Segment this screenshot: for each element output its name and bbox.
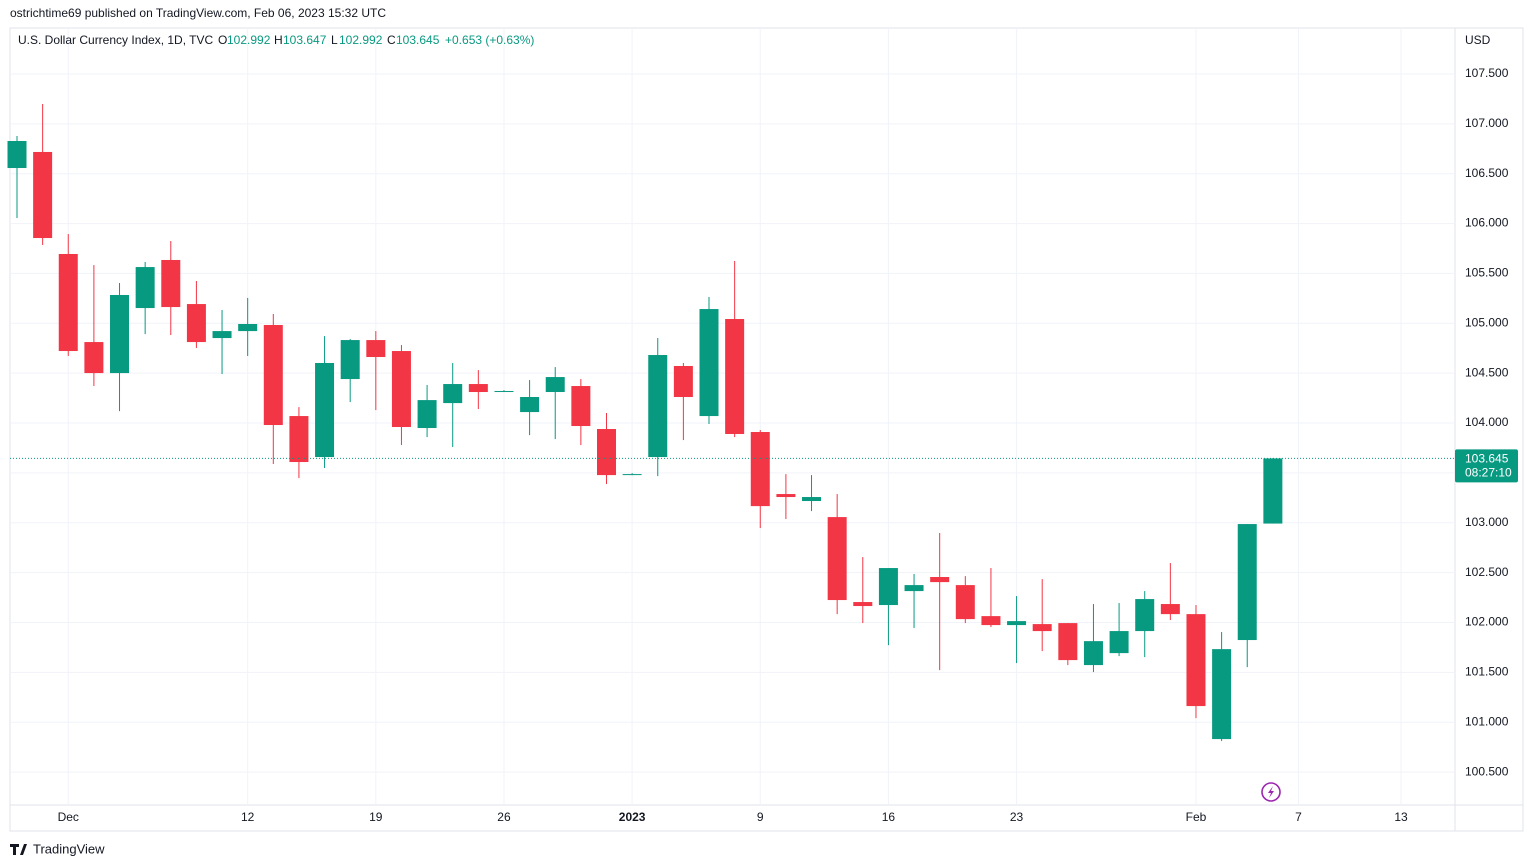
x-tick-label: 7 bbox=[1295, 810, 1302, 824]
candle-body bbox=[955, 585, 975, 620]
x-tick-label: Dec bbox=[58, 810, 79, 824]
x-tick-label: Feb bbox=[1186, 810, 1207, 824]
y-tick-label: 107.500 bbox=[1465, 66, 1509, 80]
alert-icon bbox=[1261, 782, 1281, 802]
candle-body bbox=[443, 384, 463, 404]
candle-body bbox=[878, 568, 898, 606]
candle-body bbox=[725, 319, 745, 435]
candle-body bbox=[699, 309, 719, 417]
candle-body bbox=[161, 259, 181, 308]
candle-body bbox=[468, 384, 488, 393]
candle-body bbox=[186, 304, 206, 343]
x-tick-label: 13 bbox=[1394, 810, 1408, 824]
candle-body bbox=[110, 294, 130, 374]
candle-body bbox=[750, 432, 770, 507]
x-tick-label: 26 bbox=[497, 810, 511, 824]
brand-logo bbox=[10, 844, 27, 855]
change: +0.653 (+0.63%) bbox=[445, 33, 534, 47]
candle-body bbox=[571, 386, 591, 427]
candle-body bbox=[1186, 614, 1206, 707]
brand: TradingView bbox=[33, 841, 105, 856]
x-tick-label: 9 bbox=[757, 810, 764, 824]
last-price-box bbox=[1455, 449, 1518, 483]
y-tick-label: 106.000 bbox=[1465, 216, 1509, 230]
candle-body bbox=[1160, 604, 1180, 615]
candle-body bbox=[1109, 631, 1129, 654]
candle-body bbox=[391, 351, 411, 428]
x-tick-label: 23 bbox=[1010, 810, 1024, 824]
high-value: 103.647 bbox=[283, 33, 327, 47]
y-tick-label: 103.000 bbox=[1465, 515, 1509, 529]
candle-body bbox=[238, 324, 258, 332]
open-label: O bbox=[218, 33, 227, 47]
y-tick-label: 101.500 bbox=[1465, 665, 1509, 679]
candles bbox=[7, 103, 1455, 742]
frame bbox=[9, 27, 1524, 832]
countdown: 08:27:10 bbox=[1465, 466, 1512, 480]
y-tick-label: 100.500 bbox=[1465, 764, 1509, 778]
y-axis-label: USD bbox=[1465, 33, 1491, 47]
candle-body bbox=[366, 340, 386, 358]
candle-body bbox=[853, 602, 873, 607]
candle-body bbox=[981, 616, 1001, 626]
candle-body bbox=[315, 362, 335, 458]
y-tick-label: 104.500 bbox=[1465, 365, 1509, 379]
candle-body bbox=[289, 416, 309, 463]
candle-body bbox=[673, 365, 693, 398]
x-tick-label: 2023 bbox=[619, 810, 646, 824]
candle-body bbox=[135, 267, 155, 309]
candle-body bbox=[1083, 641, 1103, 666]
candle-body bbox=[1263, 458, 1283, 524]
candle-body bbox=[904, 585, 924, 592]
open-value: 102.992 bbox=[227, 33, 271, 47]
x-tick-label: 19 bbox=[369, 810, 383, 824]
y-tick-label: 105.000 bbox=[1465, 315, 1509, 329]
candle-body bbox=[84, 342, 104, 374]
y-tick-label: 102.000 bbox=[1465, 615, 1509, 629]
candle-body bbox=[7, 140, 27, 169]
candle-body bbox=[1032, 624, 1052, 632]
symbol: U.S. Dollar Currency Index, 1D, TVC bbox=[18, 33, 214, 47]
candle-body bbox=[545, 377, 565, 393]
grid bbox=[10, 28, 1455, 805]
candle-body bbox=[33, 151, 53, 239]
y-tick-label: 101.000 bbox=[1465, 714, 1509, 728]
candle-body bbox=[648, 355, 668, 458]
candle-body bbox=[494, 391, 514, 393]
candle-body bbox=[340, 340, 360, 380]
candle-body bbox=[212, 331, 232, 339]
candle-body bbox=[1212, 649, 1232, 740]
published-note: ostrichtime69 published on TradingView.c… bbox=[10, 6, 386, 20]
y-tick-label: 106.500 bbox=[1465, 166, 1509, 180]
last-price-label: 103.645 bbox=[1465, 452, 1509, 466]
low-label: L bbox=[331, 33, 338, 47]
y-tick-label: 104.000 bbox=[1465, 415, 1509, 429]
x-tick-label: 16 bbox=[882, 810, 896, 824]
candle-body bbox=[776, 494, 796, 498]
low-value: 102.992 bbox=[339, 33, 383, 47]
candle-body bbox=[622, 474, 642, 476]
candle-body bbox=[1007, 621, 1027, 626]
candle-body bbox=[58, 253, 78, 352]
candle-body bbox=[1058, 623, 1078, 661]
y-tick-label: 105.500 bbox=[1465, 266, 1509, 280]
candle-body bbox=[802, 497, 822, 502]
high-label: H bbox=[274, 33, 283, 47]
candle-body bbox=[930, 577, 950, 583]
candle-body bbox=[1237, 524, 1257, 641]
close-label: C bbox=[387, 33, 396, 47]
candle-body bbox=[520, 397, 540, 413]
candle-body bbox=[1135, 599, 1155, 632]
candle-body bbox=[263, 324, 283, 426]
candle-body bbox=[417, 400, 437, 429]
candle-body bbox=[827, 517, 847, 601]
x-tick-label: 12 bbox=[241, 810, 255, 824]
y-tick-label: 107.000 bbox=[1465, 116, 1509, 130]
y-tick-label: 102.500 bbox=[1465, 565, 1509, 579]
candle-body bbox=[596, 429, 616, 476]
close-value: 103.645 bbox=[396, 33, 440, 47]
